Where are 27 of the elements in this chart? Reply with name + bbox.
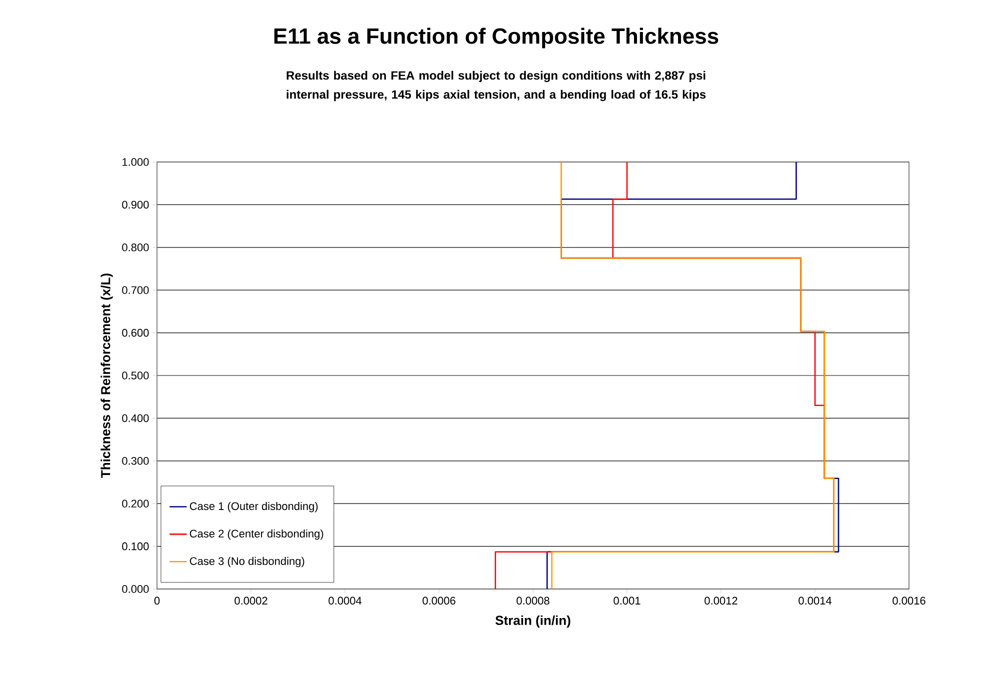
y-axis-title: Thickness of Reinforcement (x/L) xyxy=(100,274,113,478)
x-tick-label: 0.0002 xyxy=(234,596,268,605)
y-tick-label: 0.200 xyxy=(122,500,149,508)
chart-subtitle: Results based on FEA model subject to design conditions with 2,887 psi internal pressure, 145 kips axial tension, and a bending load of 16.5 kips xyxy=(286,70,706,102)
y-tick-label: 0.800 xyxy=(122,244,149,252)
x-tick-label: 0.0014 xyxy=(798,596,832,605)
x-tick-label: 0.0012 xyxy=(704,596,738,605)
x-tick-label: 0.0006 xyxy=(422,596,456,605)
x-axis-title: Strain (in/in) xyxy=(495,615,570,628)
y-tick-label: 0.400 xyxy=(122,414,149,422)
legend-label: Case 3 (No disbonding) xyxy=(190,556,304,568)
x-tick-label: 0 xyxy=(154,596,160,605)
y-tick-label: 0.100 xyxy=(122,542,149,550)
legend-label: Case 2 (Center disbonding) xyxy=(190,529,324,540)
y-tick-label: 0.700 xyxy=(122,286,149,294)
y-tick-label: 0.000 xyxy=(122,585,149,593)
y-tick-label: 0.300 xyxy=(122,457,149,465)
legend-label: Case 1 (Outer disbonding) xyxy=(190,502,318,512)
y-tick-label: 0.600 xyxy=(122,328,149,337)
x-tick-label: 0.0008 xyxy=(516,596,550,605)
y-tick-label: 0.900 xyxy=(122,200,149,209)
y-tick-label: 0.500 xyxy=(122,372,149,380)
x-tick-label: 0.001 xyxy=(614,596,640,605)
y-tick-label: 1.000 xyxy=(122,158,149,166)
chart-title: E11 as a Function of Composite Thickness xyxy=(274,28,718,48)
x-tick-label: 0.0004 xyxy=(328,596,362,605)
x-tick-label: 0.0016 xyxy=(892,596,926,605)
